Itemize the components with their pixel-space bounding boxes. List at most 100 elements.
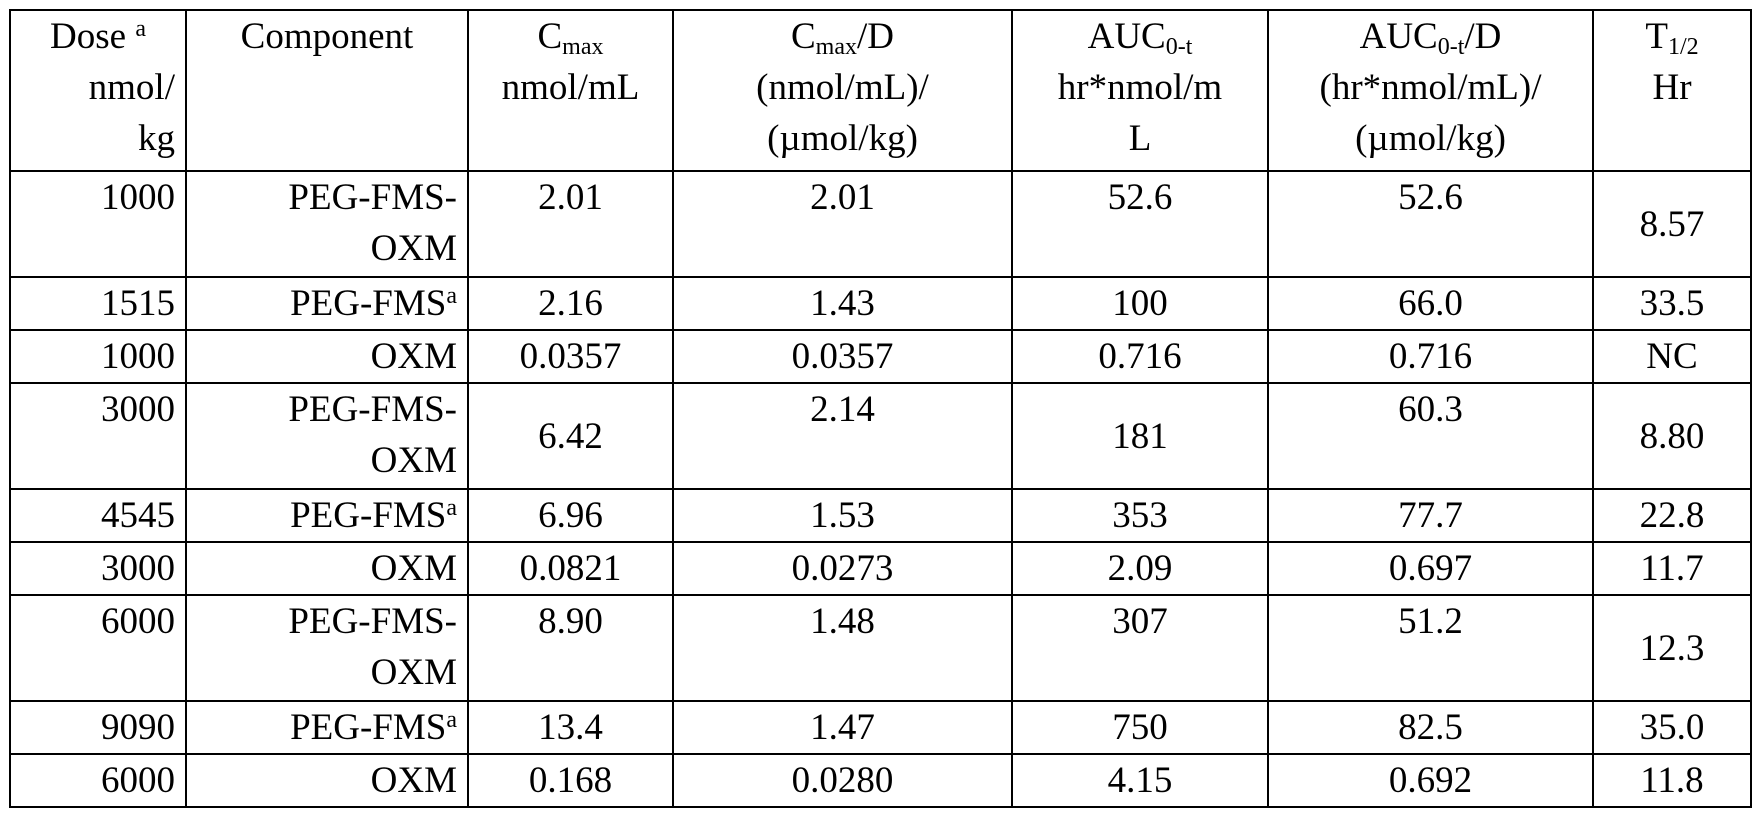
value-cell: 2.14 bbox=[673, 383, 1012, 489]
value-cell: NC bbox=[1593, 330, 1751, 383]
dose-cell: 1000 bbox=[10, 171, 186, 277]
component-line: OXM bbox=[197, 223, 457, 274]
data-row: 9090PEG-FMSa13.41.4775082.535.0 bbox=[10, 701, 1751, 754]
value-cell: 2.09 bbox=[1012, 542, 1268, 595]
value-cell: 0.716 bbox=[1012, 330, 1268, 383]
value-cell: 1.53 bbox=[673, 489, 1012, 542]
header-unit: Hr bbox=[1604, 62, 1740, 113]
data-row: 1515PEG-FMSa2.161.4310066.033.5 bbox=[10, 277, 1751, 330]
data-row: 6000PEG-FMS-OXM8.901.4830751.212.3 bbox=[10, 595, 1751, 701]
value-cell: 6.96 bbox=[468, 489, 673, 542]
header-cell: AUC0-thr*nmol/mL bbox=[1012, 10, 1268, 171]
header-base: AUC bbox=[1360, 16, 1438, 57]
value-cell: 0.0821 bbox=[468, 542, 673, 595]
value-cell: 100 bbox=[1012, 277, 1268, 330]
dose-cell: 3000 bbox=[10, 383, 186, 489]
value-cell: 8.90 bbox=[468, 595, 673, 701]
value-cell: 1.48 bbox=[673, 595, 1012, 701]
header-sub: 1/2 bbox=[1668, 34, 1699, 60]
value-cell: 35.0 bbox=[1593, 701, 1751, 754]
value-cell: 750 bbox=[1012, 701, 1268, 754]
value-cell: 52.6 bbox=[1012, 171, 1268, 277]
header-unit: (µmol/kg) bbox=[684, 113, 1001, 164]
value-cell: 0.716 bbox=[1268, 330, 1593, 383]
value-cell: 4.15 bbox=[1012, 754, 1268, 807]
header-unit: hr*nmol/m bbox=[1023, 62, 1257, 113]
data-row: 6000OXM0.1680.02804.150.69211.8 bbox=[10, 754, 1751, 807]
value-cell: 353 bbox=[1012, 489, 1268, 542]
pk-table: Dose anmol/kgComponentCmaxnmol/mLCmax/D(… bbox=[9, 9, 1752, 808]
header-base: Component bbox=[241, 16, 414, 57]
component-line: PEG-FMSa bbox=[197, 490, 457, 541]
component-cell: PEG-FMSa bbox=[186, 489, 468, 542]
dose-cell: 1515 bbox=[10, 277, 186, 330]
value-cell: 0.168 bbox=[468, 754, 673, 807]
dose-cell: 3000 bbox=[10, 542, 186, 595]
value-cell: 22.8 bbox=[1593, 489, 1751, 542]
component-line: OXM bbox=[197, 647, 457, 698]
header-title: AUC0-t bbox=[1023, 11, 1257, 62]
value-cell: 11.8 bbox=[1593, 754, 1751, 807]
data-row: 1000PEG-FMS-OXM2.012.0152.652.68.57 bbox=[10, 171, 1751, 277]
value-cell: 11.7 bbox=[1593, 542, 1751, 595]
value-cell: 8.57 bbox=[1593, 171, 1751, 277]
data-row: 4545PEG-FMSa6.961.5335377.722.8 bbox=[10, 489, 1751, 542]
value-cell: 1.43 bbox=[673, 277, 1012, 330]
value-cell: 52.6 bbox=[1268, 171, 1593, 277]
header-base: C bbox=[791, 16, 816, 57]
component-line: PEG-FMS- bbox=[197, 596, 457, 647]
header-unit: L bbox=[1023, 113, 1257, 164]
header-cell: Dose anmol/kg bbox=[10, 10, 186, 171]
component-line: OXM bbox=[197, 755, 457, 806]
component-sup: a bbox=[446, 283, 457, 309]
value-cell: 66.0 bbox=[1268, 277, 1593, 330]
value-cell: 2.16 bbox=[468, 277, 673, 330]
data-row: 3000OXM0.08210.02732.090.69711.7 bbox=[10, 542, 1751, 595]
header-sub: 0-t bbox=[1438, 34, 1465, 60]
header-unit: nmol/ bbox=[21, 62, 175, 113]
header-base: C bbox=[537, 16, 562, 57]
header-title: Dose a bbox=[21, 11, 175, 62]
header-title: Component bbox=[197, 11, 457, 62]
header-title: Cmax bbox=[479, 11, 662, 62]
value-cell: 0.0273 bbox=[673, 542, 1012, 595]
value-cell: 0.697 bbox=[1268, 542, 1593, 595]
header-base: T bbox=[1645, 16, 1668, 57]
dose-cell: 6000 bbox=[10, 754, 186, 807]
dose-cell: 4545 bbox=[10, 489, 186, 542]
value-cell: 1.47 bbox=[673, 701, 1012, 754]
header-row: Dose anmol/kgComponentCmaxnmol/mLCmax/D(… bbox=[10, 10, 1751, 171]
dose-cell: 1000 bbox=[10, 330, 186, 383]
header-unit: (µmol/kg) bbox=[1279, 113, 1582, 164]
value-cell: 0.692 bbox=[1268, 754, 1593, 807]
value-cell: 33.5 bbox=[1593, 277, 1751, 330]
header-sup: a bbox=[135, 16, 146, 42]
header-base: AUC bbox=[1088, 16, 1166, 57]
component-line: PEG-FMS- bbox=[197, 384, 457, 435]
table-body: Dose anmol/kgComponentCmaxnmol/mLCmax/D(… bbox=[10, 10, 1751, 807]
header-title: AUC0-t/D bbox=[1279, 11, 1582, 62]
header-after: /D bbox=[857, 16, 894, 57]
component-line: OXM bbox=[197, 435, 457, 486]
value-cell: 0.0280 bbox=[673, 754, 1012, 807]
header-after: /D bbox=[1464, 16, 1501, 57]
component-line: OXM bbox=[197, 543, 457, 594]
header-title: Cmax/D bbox=[684, 11, 1001, 62]
header-cell: Component bbox=[186, 10, 468, 171]
header-sub: 0-t bbox=[1166, 34, 1193, 60]
header-unit: (hr*nmol/mL)/ bbox=[1279, 62, 1582, 113]
data-row: 1000OXM0.03570.03570.7160.716NC bbox=[10, 330, 1751, 383]
component-cell: OXM bbox=[186, 754, 468, 807]
header-sub: max bbox=[816, 34, 857, 60]
header-cell: Cmax/D(nmol/mL)/(µmol/kg) bbox=[673, 10, 1012, 171]
header-cell: T1/2Hr bbox=[1593, 10, 1751, 171]
component-line: OXM bbox=[197, 331, 457, 382]
value-cell: 6.42 bbox=[468, 383, 673, 489]
value-cell: 51.2 bbox=[1268, 595, 1593, 701]
value-cell: 12.3 bbox=[1593, 595, 1751, 701]
component-line: PEG-FMS- bbox=[197, 172, 457, 223]
dose-cell: 6000 bbox=[10, 595, 186, 701]
value-cell: 82.5 bbox=[1268, 701, 1593, 754]
component-cell: OXM bbox=[186, 330, 468, 383]
